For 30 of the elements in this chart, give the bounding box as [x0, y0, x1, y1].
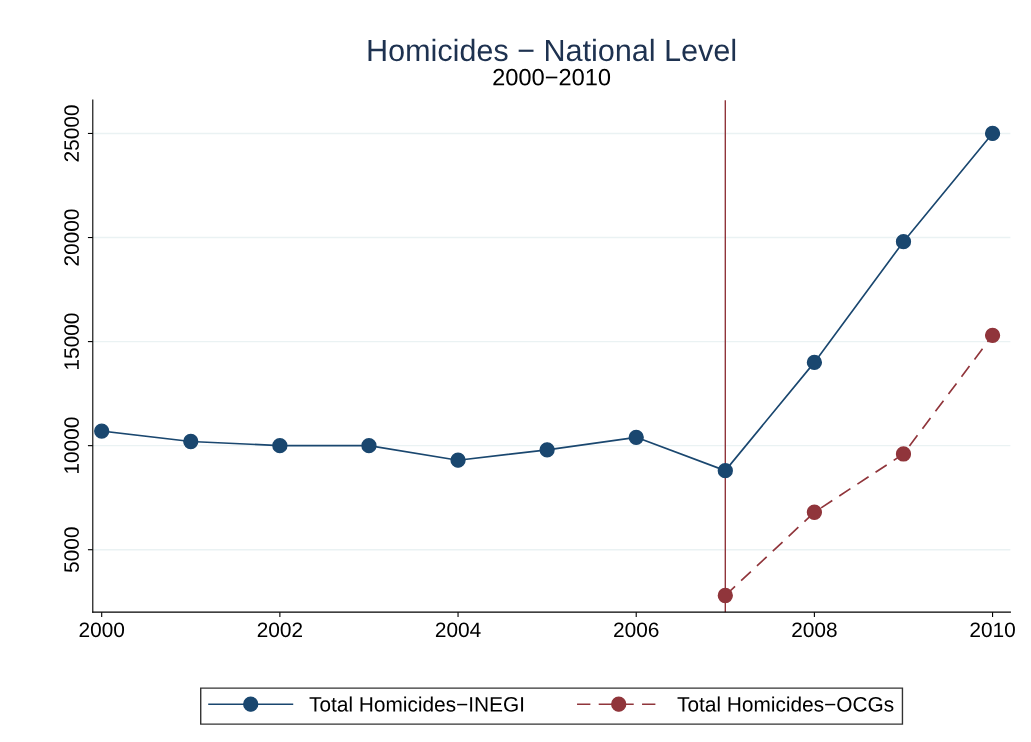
- point: [984, 327, 1001, 343]
- point: [272, 438, 288, 454]
- x-tick-label: 2010: [970, 622, 1015, 638]
- point: [450, 452, 466, 468]
- point: [895, 446, 912, 462]
- point: [806, 354, 823, 371]
- point: [806, 504, 823, 520]
- legend-label: Total Homicides−OCGs: [677, 696, 894, 712]
- point: [628, 429, 644, 445]
- x-tick-label: 2006: [614, 622, 659, 638]
- point: [717, 462, 733, 479]
- y-tick-label: 15000: [64, 313, 79, 369]
- x-tick-label: 2000: [79, 622, 125, 638]
- x-tick-label: 2004: [435, 622, 481, 638]
- point: [539, 442, 555, 458]
- x-tick-label: 2008: [792, 622, 837, 638]
- y-tick-label: 25000: [64, 105, 79, 162]
- chart-title: Homicides − National Level: [368, 38, 736, 62]
- point: [984, 125, 1001, 142]
- point: [94, 423, 110, 439]
- chart-subtitle: 2000−2010: [493, 68, 611, 86]
- x-tick-label: 2002: [257, 622, 302, 638]
- point: [895, 234, 912, 250]
- legend-label: Total Homicides−INEGI: [309, 696, 524, 712]
- point: [717, 587, 733, 604]
- y-tick-label: 5000: [64, 527, 79, 573]
- point: [183, 433, 199, 450]
- y-tick-label: 10000: [64, 417, 79, 474]
- point: [361, 438, 377, 454]
- y-tick-label: 20000: [64, 209, 79, 266]
